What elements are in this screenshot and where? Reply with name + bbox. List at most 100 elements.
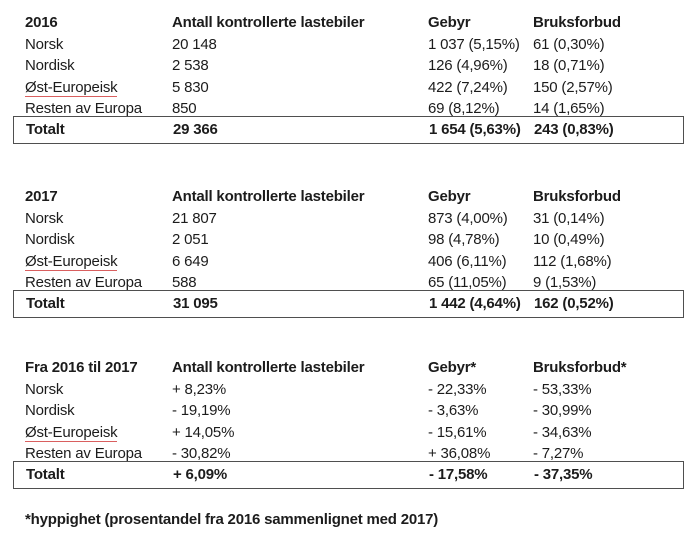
antall-value: - 19,19% — [172, 402, 231, 419]
totals-row-box: Totalt + 6,09% - 17,58% - 37,35% — [13, 461, 684, 489]
table-2017: 2017 Antall kontrollerte lastebiler Geby… — [0, 186, 700, 318]
bruksforbud-value: 31 (0,14%) — [533, 209, 605, 227]
totals-row-box: Totalt 31 095 1 442 (4,64%) 162 (0,52%) — [13, 290, 684, 318]
row-label: Resten av Europa — [25, 100, 142, 117]
antall-value: 2 538 — [172, 57, 209, 74]
total-label: Totalt — [26, 295, 65, 312]
row-label: Resten av Europa — [25, 274, 142, 291]
total-gebyr-value: 1 654 (5,63%) — [429, 121, 521, 138]
total-antall-value: + 6,09% — [173, 466, 228, 483]
gebyr-value: - 22,33% — [428, 380, 487, 398]
totals-row: Totalt + 6,09% - 17,58% - 37,35% — [14, 465, 683, 485]
table-row: Resten av Europa - 30,82% + 36,08% - 7,2… — [0, 443, 700, 465]
row-label: Nordisk — [25, 402, 75, 419]
table-header-row: Fra 2016 til 2017 Antall kontrollerte la… — [0, 357, 700, 379]
row-label: Nordisk — [25, 231, 75, 248]
antall-value: 5 830 — [172, 78, 209, 96]
table-row: Øst-Europeisk + 14,05% - 15,61% - 34,63% — [0, 422, 700, 444]
bruksforbud-value: 18 (0,71%) — [533, 57, 605, 74]
antall-value: + 14,05% — [172, 423, 235, 441]
table-row: Nordisk - 19,19% - 3,63% - 30,99% — [0, 400, 700, 422]
spellcheck-underlined-word: Øst-Europeisk — [25, 78, 118, 97]
table-change-2016-2017: Fra 2016 til 2017 Antall kontrollerte la… — [0, 357, 700, 489]
table-row: Resten av Europa 850 69 (8,12%) 14 (1,65… — [0, 98, 700, 120]
totals-row: Totalt 31 095 1 442 (4,64%) 162 (0,52%) — [14, 294, 683, 314]
antall-value: 20 148 — [172, 35, 217, 53]
total-bruksforbud-value: - 37,35% — [534, 466, 593, 483]
total-antall-value: 31 095 — [173, 295, 218, 312]
antall-value: 21 807 — [172, 209, 217, 227]
table-title: 2016 — [25, 14, 58, 31]
row-label: Resten av Europa — [25, 445, 142, 462]
total-bruksforbud-value: 243 (0,83%) — [534, 121, 614, 138]
antall-value: 588 — [172, 274, 197, 291]
bruksforbud-value: 112 (1,68%) — [533, 252, 612, 270]
row-label: Øst-Europeisk — [25, 77, 172, 99]
table-row: Øst-Europeisk 6 649 406 (6,11%) 112 (1,6… — [0, 251, 700, 273]
table-row: Norsk 21 807 873 (4,00%) 31 (0,14%) — [0, 208, 700, 230]
col-header-gebyr: Gebyr — [428, 188, 471, 205]
antall-value: 850 — [172, 100, 197, 117]
table-row: Nordisk 2 538 126 (4,96%) 18 (0,71%) — [0, 55, 700, 77]
col-header-bruksforbud: Bruksforbud — [533, 188, 621, 205]
col-header-antall: Antall kontrollerte lastebiler — [172, 188, 365, 205]
gebyr-value: - 15,61% — [428, 423, 487, 441]
col-header-antall: Antall kontrollerte lastebiler — [172, 14, 365, 31]
gebyr-value: - 3,63% — [428, 402, 479, 419]
bruksforbud-value: - 30,99% — [533, 402, 592, 419]
row-label: Norsk — [25, 209, 64, 227]
col-header-gebyr: Gebyr — [428, 14, 471, 31]
table-2016: 2016 Antall kontrollerte lastebiler Geby… — [0, 12, 700, 144]
total-gebyr-value: - 17,58% — [429, 466, 488, 483]
col-header-gebyr: Gebyr* — [428, 359, 476, 376]
gebyr-value: 69 (8,12%) — [428, 100, 500, 117]
totals-row-box: Totalt 29 366 1 654 (5,63%) 243 (0,83%) — [13, 116, 684, 144]
table-header-row: 2016 Antall kontrollerte lastebiler Geby… — [0, 12, 700, 34]
antall-value: 2 051 — [172, 231, 209, 248]
gebyr-value: 65 (11,05%) — [428, 274, 507, 291]
bruksforbud-value: 10 (0,49%) — [533, 231, 605, 248]
spellcheck-underlined-word: Øst-Europeisk — [25, 252, 118, 271]
gebyr-value: 422 (7,24%) — [428, 78, 508, 96]
row-label: Øst-Europeisk — [25, 422, 172, 444]
table-row: Norsk 20 148 1 037 (5,15%) 61 (0,30%) — [0, 34, 700, 56]
bruksforbud-value: - 53,33% — [533, 380, 592, 398]
row-label: Norsk — [25, 35, 64, 53]
bruksforbud-value: 14 (1,65%) — [533, 100, 605, 117]
total-gebyr-value: 1 442 (4,64%) — [429, 295, 521, 312]
row-label: Nordisk — [25, 57, 75, 74]
antall-value: + 8,23% — [172, 380, 227, 398]
table-row: Øst-Europeisk 5 830 422 (7,24%) 150 (2,5… — [0, 77, 700, 99]
table-title: 2017 — [25, 188, 58, 205]
table-row: Norsk + 8,23% - 22,33% - 53,33% — [0, 379, 700, 401]
spellcheck-underlined-word: Øst-Europeisk — [25, 423, 118, 442]
gebyr-value: 873 (4,00%) — [428, 209, 508, 227]
table-title: Fra 2016 til 2017 — [25, 359, 138, 376]
total-label: Totalt — [26, 466, 65, 483]
col-header-antall: Antall kontrollerte lastebiler — [172, 359, 365, 376]
total-bruksforbud-value: 162 (0,52%) — [534, 295, 614, 312]
table-header-row: 2017 Antall kontrollerte lastebiler Geby… — [0, 186, 700, 208]
totals-row: Totalt 29 366 1 654 (5,63%) 243 (0,83%) — [14, 120, 683, 140]
col-header-bruksforbud: Bruksforbud* — [533, 359, 627, 376]
footnote: *hyppighet (prosentandel fra 2016 sammen… — [25, 511, 439, 528]
bruksforbud-value: - 34,63% — [533, 423, 592, 441]
gebyr-value: 1 037 (5,15%) — [428, 35, 520, 53]
total-antall-value: 29 366 — [173, 121, 218, 138]
bruksforbud-value: - 7,27% — [533, 445, 584, 462]
row-label: Øst-Europeisk — [25, 251, 172, 273]
table-row: Nordisk 2 051 98 (4,78%) 10 (0,49%) — [0, 229, 700, 251]
gebyr-value: 98 (4,78%) — [428, 231, 500, 248]
gebyr-value: + 36,08% — [428, 445, 491, 462]
table-row: Resten av Europa 588 65 (11,05%) 9 (1,53… — [0, 272, 700, 294]
bruksforbud-value: 9 (1,53%) — [533, 274, 597, 291]
gebyr-value: 406 (6,11%) — [428, 252, 507, 270]
bruksforbud-value: 150 (2,57%) — [533, 78, 613, 96]
col-header-bruksforbud: Bruksforbud — [533, 14, 621, 31]
total-label: Totalt — [26, 121, 65, 138]
antall-value: 6 649 — [172, 252, 209, 270]
row-label: Norsk — [25, 380, 64, 398]
gebyr-value: 126 (4,96%) — [428, 57, 508, 74]
bruksforbud-value: 61 (0,30%) — [533, 35, 605, 53]
